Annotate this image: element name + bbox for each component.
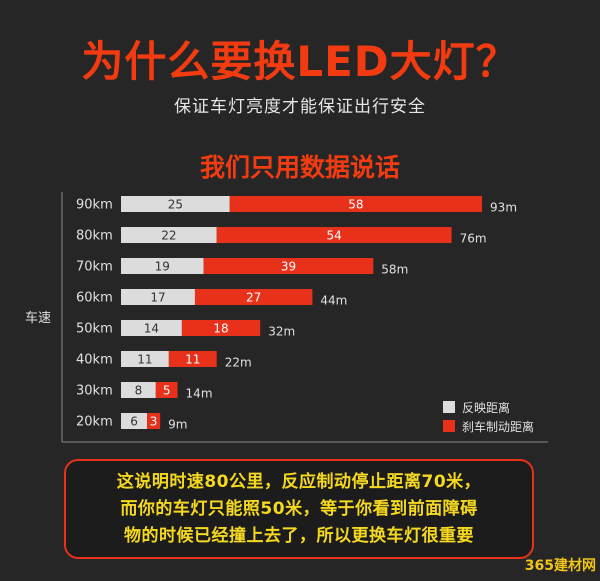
category-label: 70km xyxy=(76,260,113,275)
callout-box: 这说明时速80公里，反应制动停止距离70米， 而你的车灯只能照50米，等于你看到… xyxy=(64,459,534,559)
braking-value-label: 18 xyxy=(213,322,228,336)
page-title: 为什么要换LED大灯？ xyxy=(81,37,519,86)
legend-label-braking: 刹车制动距离 xyxy=(462,419,534,434)
reaction-value-label: 17 xyxy=(150,291,165,305)
braking-value-label: 54 xyxy=(327,229,342,243)
legend-swatch-braking xyxy=(443,420,455,432)
braking-bar xyxy=(155,382,178,398)
category-label: 80km xyxy=(76,229,113,244)
braking-value-label: 11 xyxy=(185,353,200,367)
callout-line: 这说明时速80公里，反应制动停止距离70米， xyxy=(116,472,482,492)
reaction-bar xyxy=(121,258,204,274)
category-label: 20km xyxy=(76,415,113,430)
category-label: 60km xyxy=(76,291,113,306)
category-label: 30km xyxy=(76,384,113,399)
legend-swatch-reaction xyxy=(443,401,455,413)
braking-bar xyxy=(181,320,261,336)
reaction-bar xyxy=(121,413,148,429)
reaction-bar xyxy=(121,351,169,367)
reaction-value-label: 22 xyxy=(161,229,176,243)
y-axis-label: 车速 xyxy=(25,310,51,326)
reaction-bar xyxy=(121,227,217,243)
braking-value-label: 27 xyxy=(246,291,261,305)
category-label: 40km xyxy=(76,353,113,368)
reaction-value-label: 8 xyxy=(135,384,143,398)
braking-value-label: 58 xyxy=(348,198,363,212)
total-distance-label: 32m xyxy=(268,325,295,339)
reaction-bar xyxy=(121,289,195,305)
category-label: 50km xyxy=(76,322,113,337)
legend-label-reaction: 反映距离 xyxy=(462,400,510,415)
braking-bar xyxy=(229,196,483,212)
braking-bar xyxy=(194,289,313,305)
total-distance-label: 58m xyxy=(381,263,408,277)
reaction-bar xyxy=(121,196,230,212)
total-distance-label: 22m xyxy=(225,356,252,370)
braking-bar xyxy=(216,227,452,243)
site-watermark: 365建材网 xyxy=(524,558,596,574)
chart-legend: 反映距离 刹车制动距离 xyxy=(443,400,534,434)
reaction-value-label: 6 xyxy=(130,415,138,429)
reaction-value-label: 11 xyxy=(137,353,152,367)
total-distance-label: 93m xyxy=(490,201,517,215)
braking-bar xyxy=(168,351,217,367)
reaction-value-label: 19 xyxy=(155,260,170,274)
callout-line: 物的时候已经撞上去了，所以更换车灯很重要 xyxy=(124,526,474,546)
total-distance-label: 44m xyxy=(320,294,347,308)
chart-heading: 我们只用数据说话 xyxy=(199,153,400,182)
reaction-bar xyxy=(121,320,182,336)
braking-value-label: 3 xyxy=(150,415,158,429)
reaction-value-label: 25 xyxy=(168,198,183,212)
category-label: 90km xyxy=(76,198,113,213)
reaction-bar xyxy=(121,382,156,398)
total-distance-label: 9m xyxy=(168,418,187,432)
page-subtitle: 保证车灯亮度才能保证出行安全 xyxy=(174,97,426,117)
callout-line: 而你的车灯只能照50米，等于你看到前面障碍 xyxy=(120,499,478,519)
total-distance-label: 76m xyxy=(460,232,487,246)
braking-bar xyxy=(203,258,374,274)
braking-bar xyxy=(147,413,161,429)
braking-value-label: 39 xyxy=(281,260,296,274)
total-distance-label: 14m xyxy=(186,387,213,401)
braking-value-label: 5 xyxy=(163,384,171,398)
reaction-value-label: 14 xyxy=(144,322,159,336)
